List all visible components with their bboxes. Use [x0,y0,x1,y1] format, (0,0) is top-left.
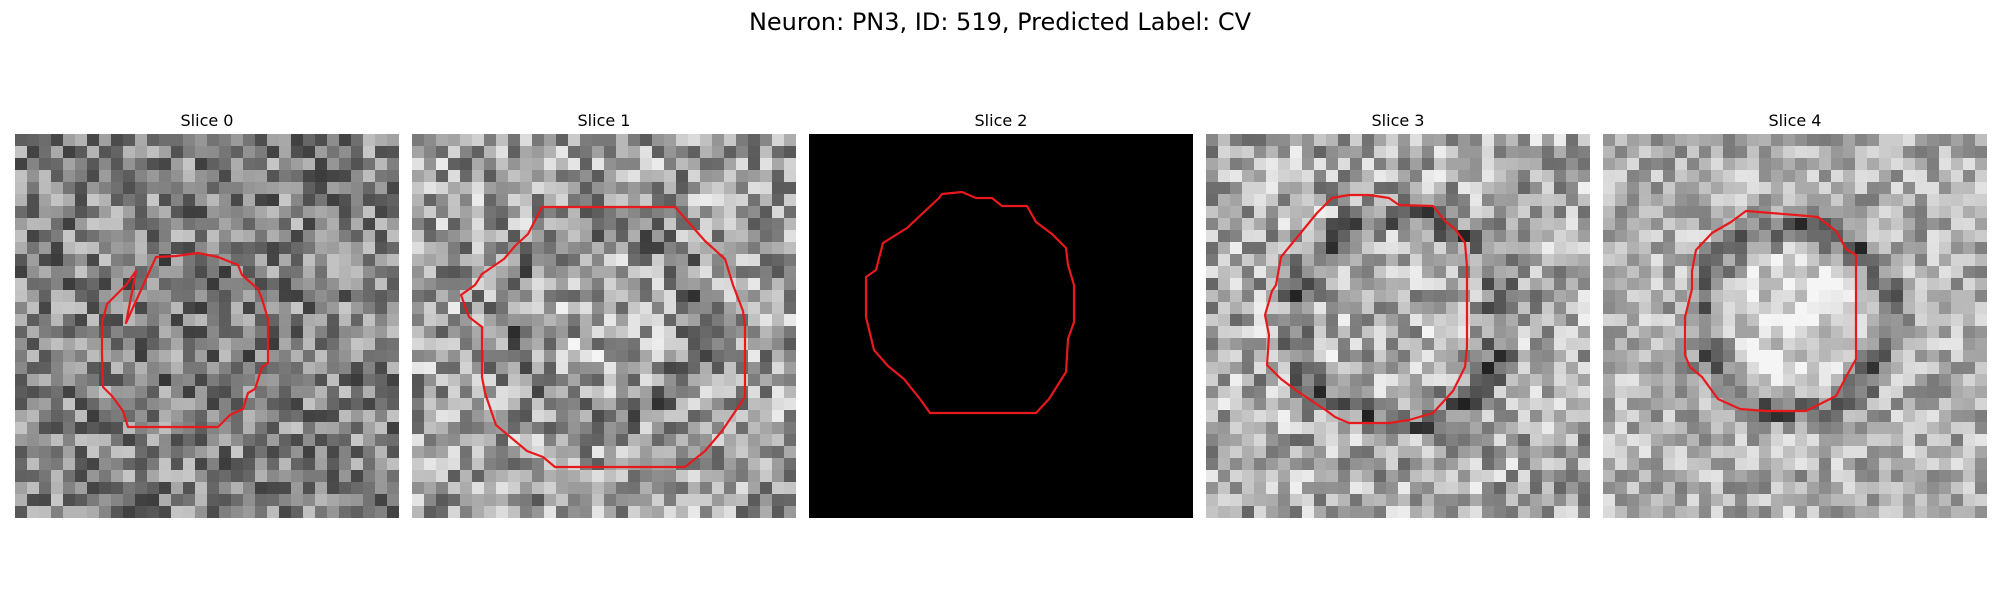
slice-title: Slice 1 [577,111,631,130]
slice-panel-2: Slice 2 [809,108,1193,518]
slice-title: Slice 4 [1768,111,1822,130]
slice-title: Slice 2 [974,111,1028,130]
figure-title: Neuron: PN3, ID: 519, Predicted Label: C… [748,8,1252,36]
slice-image [809,134,1193,518]
slice-title: Slice 0 [180,111,234,130]
segmentation-contour [1683,209,1858,413]
slice-panel-3: Slice 3 [1206,108,1590,518]
slice-image [1206,134,1590,518]
segmentation-contour [459,205,747,469]
pixel-grid [15,134,399,518]
slice-image [412,134,796,518]
slice-image [1603,134,1987,518]
pixel-grid [412,134,796,518]
slice-panel-1: Slice 1 [412,108,796,518]
pixel-grid [1206,134,1590,518]
slice-panel-0: Slice 0 [15,108,399,518]
slice-title: Slice 3 [1371,111,1425,130]
black-background [809,134,1193,518]
pixel-grid [809,134,1193,518]
slice-image [15,134,399,518]
segmentation-contour [864,190,1076,415]
segmentation-contour [100,251,270,429]
pixel-grid [1603,134,1987,518]
segmentation-contour [1263,193,1469,425]
slice-panel-4: Slice 4 [1603,108,1987,518]
